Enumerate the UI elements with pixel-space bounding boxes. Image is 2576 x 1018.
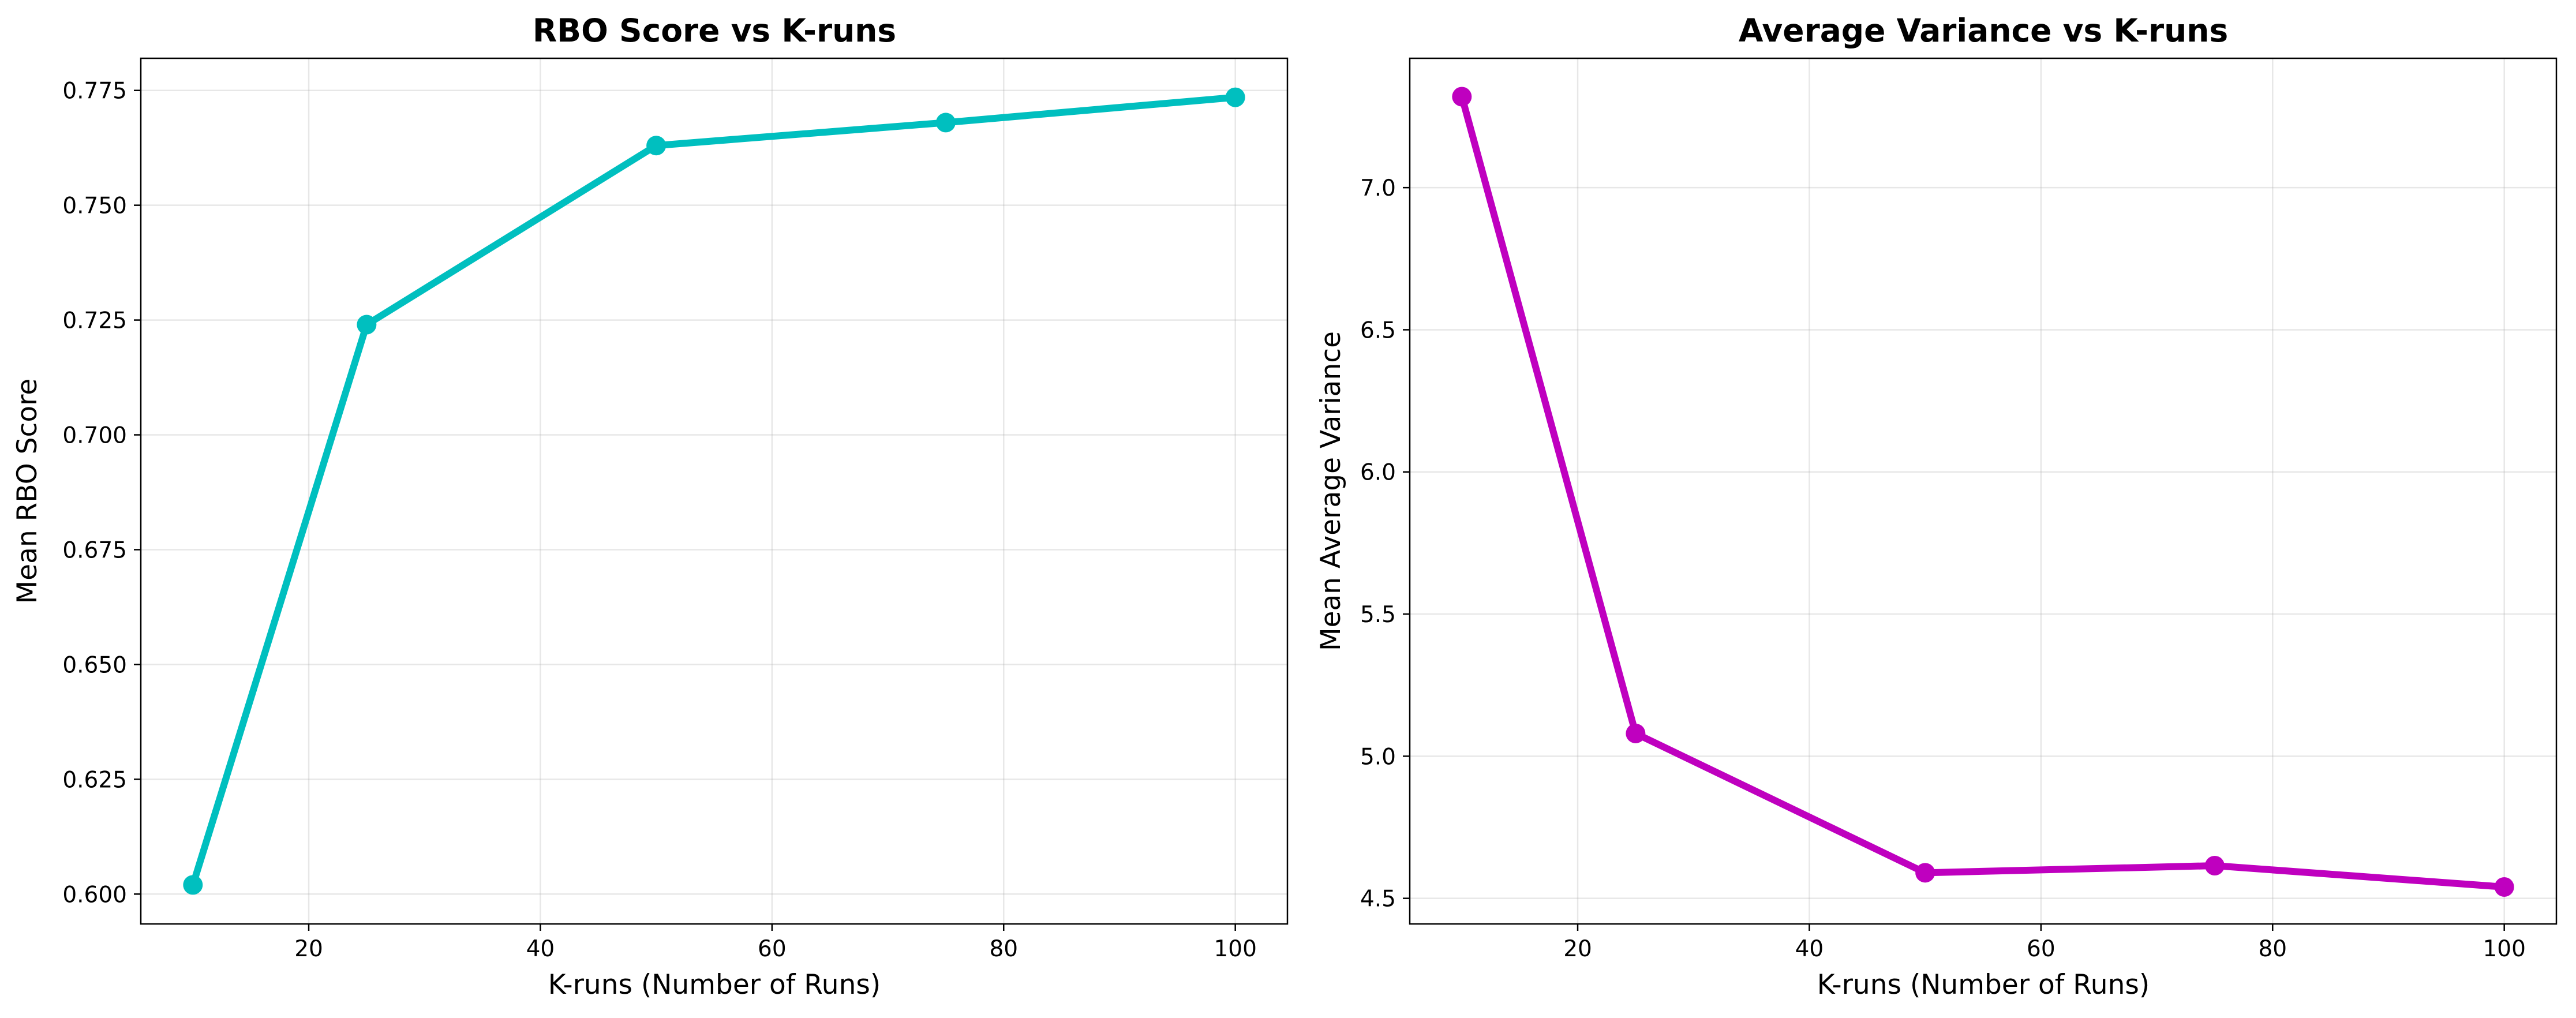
x-ticks: 20 40 60 80 100 <box>1563 924 2526 962</box>
data-point <box>646 136 667 156</box>
x-tick-label: 100 <box>2483 936 2525 962</box>
chart-title: RBO Score vs K-runs <box>533 12 896 49</box>
y-axis-label: Mean RBO Score <box>12 379 43 604</box>
x-tick-label: 60 <box>758 936 787 962</box>
data-point <box>1626 723 1646 743</box>
rbo-score-chart: RBO Score vs K-runs 20 40 60 80 100 0.6000.6… <box>12 12 1289 1001</box>
average-variance-chart: Average Variance vs K-runs 20 40 60 80 100 4… <box>1315 12 2558 1001</box>
series <box>1452 87 2514 897</box>
x-tick-label: 100 <box>1214 936 1256 962</box>
data-point <box>2204 856 2225 876</box>
x-tick-label: 80 <box>989 936 1018 962</box>
y-tick-label: 0.650 <box>62 652 127 678</box>
x-tick-label: 20 <box>1563 936 1592 962</box>
y-tick-label: 7.0 <box>1360 175 1396 201</box>
series <box>183 87 1245 895</box>
data-point <box>1915 863 1935 883</box>
y-tick-label: 0.750 <box>62 193 127 219</box>
y-tick-label: 6.5 <box>1360 317 1396 343</box>
grid <box>141 58 1287 924</box>
y-tick-label: 0.675 <box>62 537 127 563</box>
y-ticks: 0.600 0.625 0.650 0.675 0.700 0.725 0.750 0.775 <box>62 78 141 908</box>
data-point <box>357 315 377 335</box>
y-tick-label: 0.700 <box>62 423 127 449</box>
y-tick-label: 0.725 <box>62 308 127 334</box>
data-point <box>935 113 956 133</box>
y-tick-label: 5.5 <box>1360 602 1396 628</box>
x-tick-label: 60 <box>2027 936 2055 962</box>
data-point <box>183 875 203 895</box>
x-tick-label: 20 <box>294 936 323 962</box>
y-tick-label: 0.625 <box>62 767 127 793</box>
x-tick-label: 80 <box>2258 936 2287 962</box>
series-line <box>189 93 1239 889</box>
x-axis-label: K-runs (Number of Runs) <box>1817 969 2150 1001</box>
x-axis-label: K-runs (Number of Runs) <box>548 969 881 1001</box>
y-tick-label: 0.775 <box>62 78 127 104</box>
y-tick-label: 5.0 <box>1360 744 1396 770</box>
grid <box>1410 58 2556 924</box>
plot-frame <box>140 57 1289 925</box>
y-ticks: 4.5 5.0 5.5 6.0 6.5 7.0 <box>1360 175 1410 912</box>
y-axis-label: Mean Average Variance <box>1315 331 1347 651</box>
y-tick-label: 4.5 <box>1360 886 1396 912</box>
data-point <box>1452 87 1472 107</box>
chart-title: Average Variance vs K-runs <box>1739 12 2228 49</box>
data-point <box>1225 87 1245 107</box>
x-tick-label: 40 <box>1795 936 1824 962</box>
y-tick-label: 0.600 <box>62 882 127 908</box>
plot-frame <box>1409 57 2558 925</box>
series-line <box>1458 93 2508 890</box>
data-point <box>2494 877 2514 897</box>
x-tick-label: 40 <box>526 936 555 962</box>
x-ticks: 20 40 60 80 100 <box>294 924 1257 962</box>
y-tick-label: 6.0 <box>1360 460 1396 486</box>
